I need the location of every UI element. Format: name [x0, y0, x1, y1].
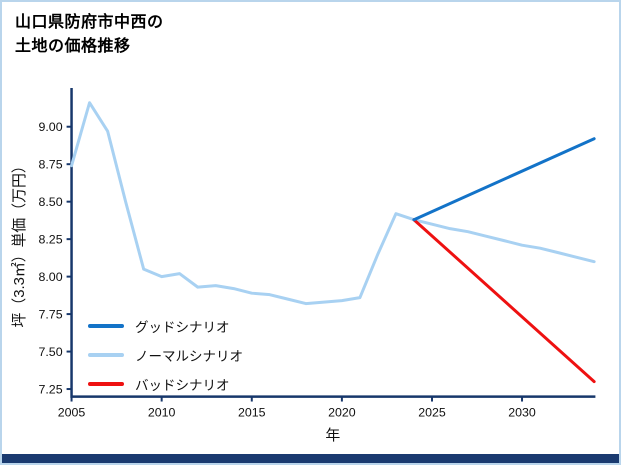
legend-swatch: [88, 353, 124, 357]
legend-item: ノーマルシナリオ: [88, 345, 243, 365]
chart-title-line2: 土地の価格推移: [15, 38, 131, 55]
axis-spines: [70, 88, 596, 398]
y-tick-label: 8.50: [38, 195, 62, 209]
x-tick-label: 2015: [238, 405, 266, 419]
y-tick-label: 9.00: [38, 120, 62, 134]
legend-swatch: [88, 324, 124, 328]
bottom-bar: [2, 454, 619, 463]
legend-label: バッドシナリオ: [135, 378, 230, 393]
y-axis-label: 坪（3.3㎡）単価（万円）: [11, 158, 28, 327]
chart-title: 山口県防府市中西の 土地の価格推移: [15, 11, 164, 59]
series-line-bad: [412, 218, 596, 384]
legend-label: グッドシナリオ: [135, 320, 230, 335]
series-line-good: [412, 137, 596, 222]
y-tick-label: 8.75: [38, 158, 62, 172]
x-tick-label: 2030: [508, 405, 536, 419]
x-tick-label: 2020: [328, 405, 356, 419]
x-tick-label: 2005: [58, 405, 86, 419]
chart-title-line1: 山口県防府市中西の: [15, 14, 164, 31]
x-axis-label: 年: [325, 427, 340, 444]
legend-label: ノーマルシナリオ: [135, 349, 243, 364]
y-tick-label: 7.75: [38, 308, 62, 322]
series-line-normal: [70, 101, 596, 306]
legend-swatch: [88, 382, 124, 386]
legend-item: グッドシナリオ: [88, 316, 243, 336]
y-tick-label: 8.00: [38, 270, 62, 284]
y-tick-label: 7.25: [38, 383, 62, 397]
x-tick-label: 2010: [148, 405, 176, 419]
x-tick-label: 2025: [418, 405, 446, 419]
chart-legend: グッドシナリオ ノーマルシナリオ バッドシナリオ: [88, 316, 243, 394]
y-tick-label: 8.25: [38, 233, 62, 247]
y-tick-label: 7.50: [38, 345, 62, 359]
legend-item: バッドシナリオ: [88, 374, 243, 394]
